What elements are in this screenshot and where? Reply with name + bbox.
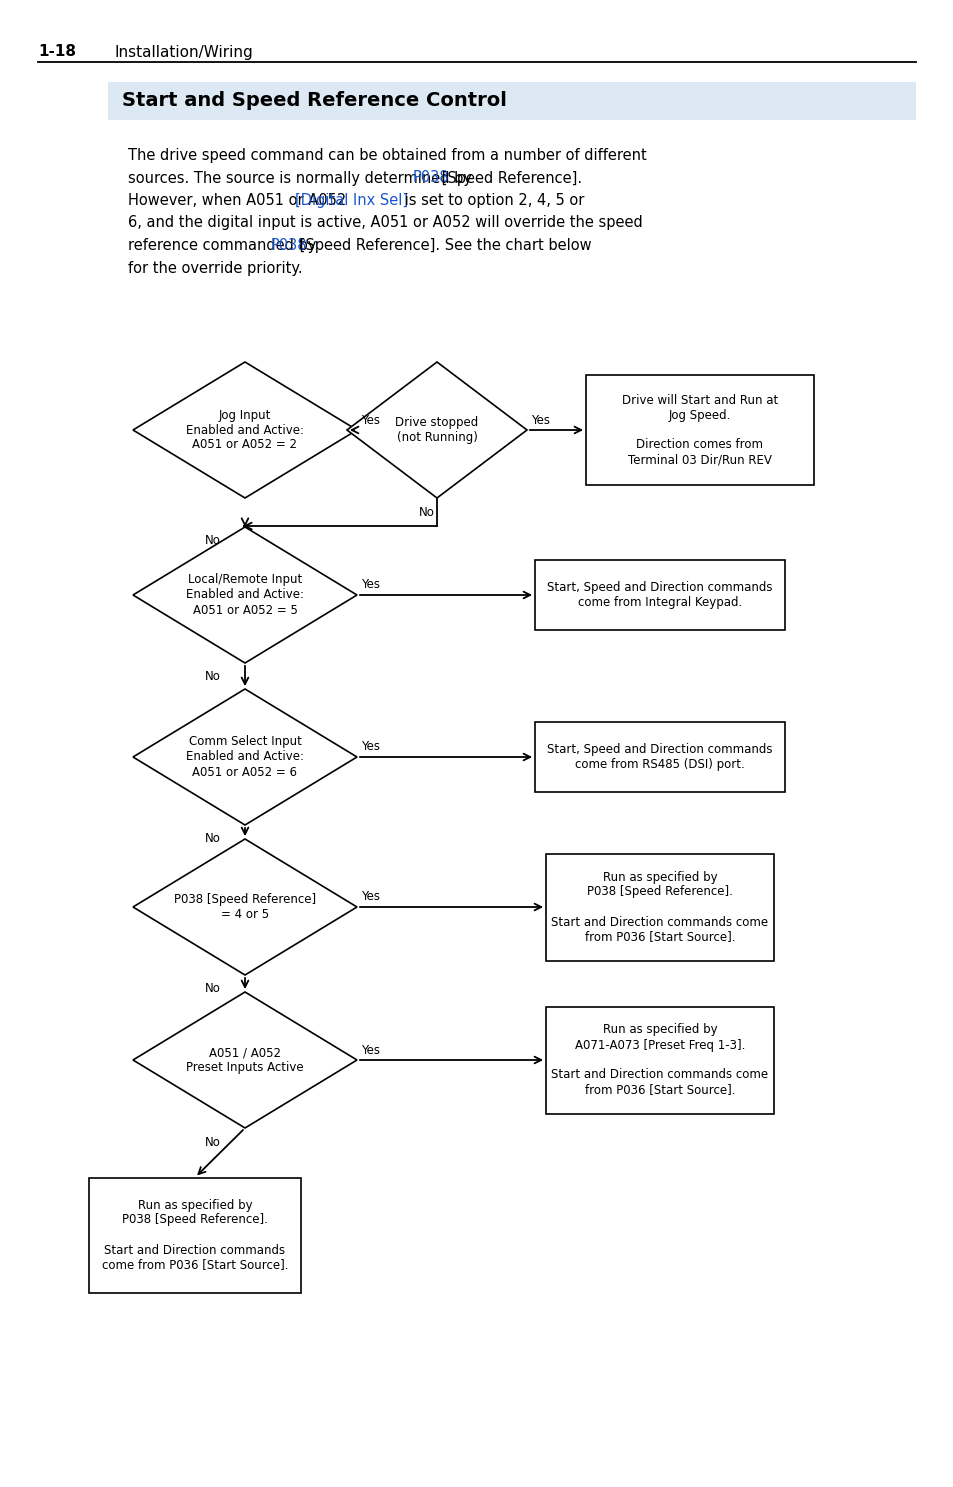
Text: Yes: Yes [531,413,550,427]
Text: P038: P038 [270,238,306,253]
Text: Start and Speed Reference Control: Start and Speed Reference Control [122,92,506,110]
Text: Yes: Yes [360,741,379,754]
Text: Local/Remote Input
Enabled and Active:
A051 or A052 = 5: Local/Remote Input Enabled and Active: A… [186,574,304,617]
Bar [108,82,915,120]
Text: P038: P038 [412,171,448,186]
Text: A051 / A052
Preset Inputs Active: A051 / A052 Preset Inputs Active [186,1045,303,1074]
Text: No: No [205,983,221,995]
Text: for the override priority.: for the override priority. [128,260,302,275]
Text: No: No [205,534,221,547]
Bar [545,1007,773,1114]
Text: P038 [Speed Reference]
= 4 or 5: P038 [Speed Reference] = 4 or 5 [173,894,315,920]
Bar [89,1178,301,1292]
Polygon shape [132,526,356,663]
Text: Start, Speed and Direction commands
come from Integral Keypad.: Start, Speed and Direction commands come… [547,581,772,610]
Text: Run as specified by
A071-A073 [Preset Freq 1-3].

Start and Direction commands c: Run as specified by A071-A073 [Preset Fr… [551,1023,768,1096]
Text: Run as specified by
P038 [Speed Reference].

Start and Direction commands come
f: Run as specified by P038 [Speed Referenc… [551,870,768,943]
Text: [Speed Reference].: [Speed Reference]. [436,171,581,186]
Text: 1-18: 1-18 [38,45,76,59]
Text: However, when A051 or A052: However, when A051 or A052 [128,193,351,208]
Bar [585,375,813,485]
Text: 6, and the digital input is active, A051 or A052 will override the speed: 6, and the digital input is active, A051… [128,216,642,230]
Polygon shape [132,688,356,825]
Text: Start, Speed and Direction commands
come from RS485 (DSI) port.: Start, Speed and Direction commands come… [547,744,772,770]
Text: Yes: Yes [360,1044,379,1056]
Text: Jog Input
Enabled and Active:
A051 or A052 = 2: Jog Input Enabled and Active: A051 or A0… [186,409,304,452]
Polygon shape [132,839,356,975]
Bar [535,723,784,793]
Text: Drive will Start and Run at
Jog Speed.

Direction comes from
Terminal 03 Dir/Run: Drive will Start and Run at Jog Speed. D… [621,394,778,467]
Text: Run as specified by
P038 [Speed Reference].

Start and Direction commands
come f: Run as specified by P038 [Speed Referenc… [102,1199,288,1271]
Polygon shape [132,992,356,1129]
Text: Installation/Wiring: Installation/Wiring [115,45,253,59]
Text: is set to option 2, 4, 5 or: is set to option 2, 4, 5 or [399,193,583,208]
Text: No: No [418,506,435,519]
Text: Yes: Yes [360,413,379,427]
Text: No: No [205,1136,221,1148]
Text: sources. The source is normally determined by: sources. The source is normally determin… [128,171,476,186]
Text: The drive speed command can be obtained from a number of different: The drive speed command can be obtained … [128,149,646,164]
Text: reference commanded by: reference commanded by [128,238,320,253]
Text: [Digital Inx Sel]: [Digital Inx Sel] [294,193,408,208]
Text: Drive stopped
(not Running): Drive stopped (not Running) [395,416,478,445]
Polygon shape [347,361,526,498]
Text: No: No [205,671,221,684]
Polygon shape [132,361,356,498]
Bar [545,854,773,961]
Bar [535,561,784,630]
Text: Yes: Yes [360,578,379,592]
Text: Comm Select Input
Enabled and Active:
A051 or A052 = 6: Comm Select Input Enabled and Active: A0… [186,736,304,779]
Text: [Speed Reference]. See the chart below: [Speed Reference]. See the chart below [294,238,591,253]
Text: Yes: Yes [360,891,379,904]
Text: No: No [205,833,221,846]
